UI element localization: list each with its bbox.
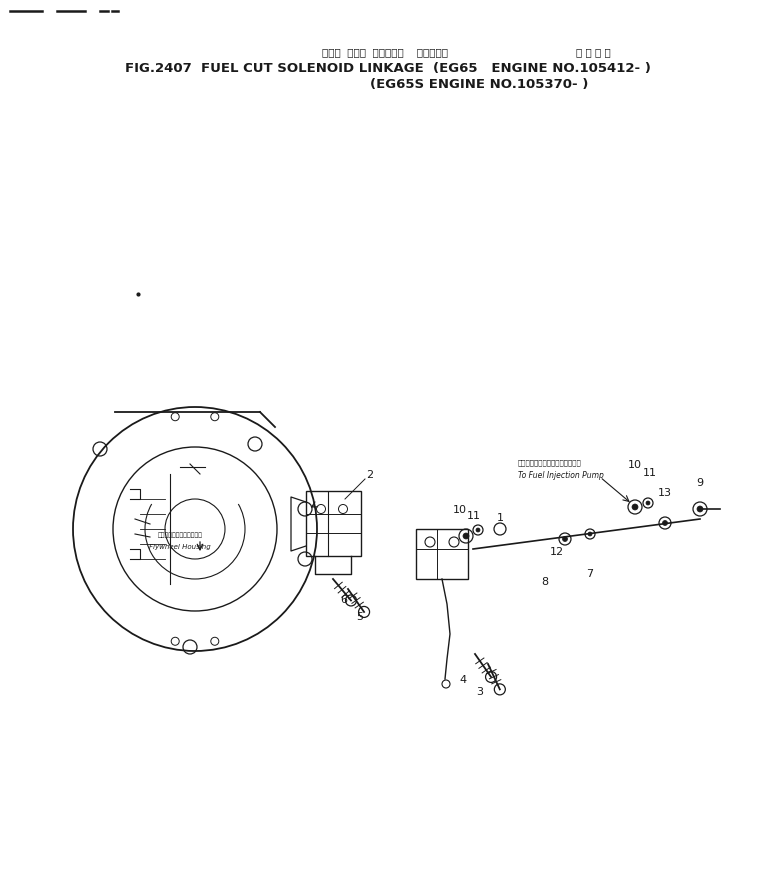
Text: To Fuel Injection Pump: To Fuel Injection Pump: [518, 470, 604, 479]
Text: 10: 10: [628, 459, 642, 470]
Bar: [416, 529, 468, 579]
Text: フライホイールハウジング: フライホイールハウジング: [157, 531, 202, 537]
Text: フェル  カット  ソレノイド    リンケージ: フェル カット ソレノイド リンケージ: [322, 47, 448, 57]
Text: 4: 4: [460, 674, 467, 684]
Text: 11: 11: [643, 467, 657, 478]
Circle shape: [697, 507, 703, 513]
Text: 2: 2: [367, 470, 374, 479]
Text: 11: 11: [467, 510, 481, 521]
Text: Flywheel Housing: Flywheel Housing: [149, 543, 211, 550]
Circle shape: [476, 529, 480, 532]
Text: (EG65S ENGINE NO.105370- ): (EG65S ENGINE NO.105370- ): [370, 77, 588, 90]
Text: 8: 8: [542, 576, 549, 587]
Text: 3: 3: [477, 687, 484, 696]
Circle shape: [588, 532, 592, 536]
Text: 9: 9: [697, 478, 704, 487]
Circle shape: [632, 505, 638, 510]
Text: 6: 6: [340, 594, 347, 604]
Circle shape: [563, 536, 567, 542]
Text: フェルインジェクションポンプへ: フェルインジェクションポンプへ: [518, 459, 582, 465]
Circle shape: [463, 534, 469, 539]
Circle shape: [663, 521, 667, 526]
Text: 12: 12: [550, 546, 564, 557]
Text: 13: 13: [658, 487, 672, 498]
Text: 10: 10: [453, 505, 467, 515]
Text: 7: 7: [587, 568, 594, 579]
Text: 5: 5: [356, 611, 363, 622]
Text: 適 用 号 機: 適 用 号 機: [576, 47, 611, 57]
Bar: [306, 492, 361, 557]
Text: FIG.2407  FUEL CUT SOLENOID LINKAGE  (EG65   ENGINE NO.105412- ): FIG.2407 FUEL CUT SOLENOID LINKAGE (EG65…: [125, 61, 651, 75]
Circle shape: [646, 501, 650, 506]
Text: 1: 1: [497, 513, 504, 522]
